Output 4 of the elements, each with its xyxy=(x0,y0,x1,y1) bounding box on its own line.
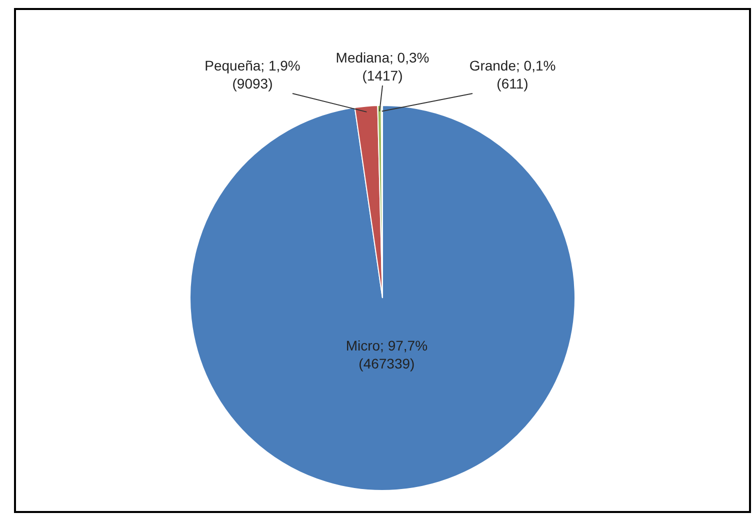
slice-label: Micro; 97,7% (467339) xyxy=(346,337,428,372)
slice-label: Pequeña; 1,9% (9093) xyxy=(204,57,300,92)
slice-label: Mediana; 0,3% (1417) xyxy=(336,49,430,84)
slice-label: Grande; 0,1% (611) xyxy=(469,57,556,92)
